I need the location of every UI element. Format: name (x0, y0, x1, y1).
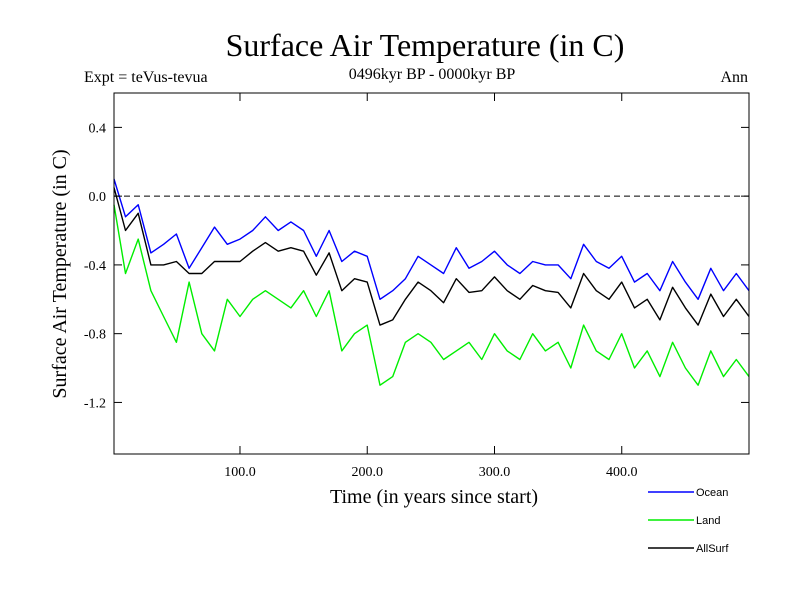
x-axis: 100.0 200.0 300.0 400.0 (224, 93, 637, 480)
y-axis-label: Surface Air Temperature (in C) (49, 149, 71, 398)
x-tick-label: 400.0 (606, 465, 638, 480)
series-ocean (113, 178, 750, 300)
x-tick-label: 200.0 (351, 465, 383, 480)
y-tick-label: -0.8 (84, 328, 106, 343)
series-land (113, 204, 750, 386)
chart-title: Surface Air Temperature (in C) (226, 27, 625, 63)
series-allsurf (113, 187, 750, 326)
period-label: 0496kyr BP - 0000kyr BP (349, 66, 516, 83)
legend-label-allsurf: AllSurf (696, 543, 729, 555)
x-tick-label: 100.0 (224, 465, 256, 480)
legend-label-ocean: Ocean (696, 487, 728, 499)
legend: Ocean Land AllSurf (648, 487, 729, 555)
season-label: Ann (720, 69, 748, 86)
experiment-label: Expt = teVus-tevua (84, 69, 208, 86)
y-tick-label: 0.0 (89, 190, 107, 205)
legend-label-land: Land (696, 515, 720, 527)
x-tick-label: 300.0 (479, 465, 511, 480)
y-tick-label: -1.2 (84, 396, 106, 411)
plot-series (113, 178, 750, 386)
plot-frame (113, 92, 750, 455)
y-axis: 0.4 0.0 -0.4 -0.8 -1.2 (84, 121, 749, 411)
x-axis-label: Time (in years since start) (330, 486, 538, 508)
y-tick-label: -0.4 (84, 259, 106, 274)
y-tick-label: 0.4 (89, 121, 107, 136)
